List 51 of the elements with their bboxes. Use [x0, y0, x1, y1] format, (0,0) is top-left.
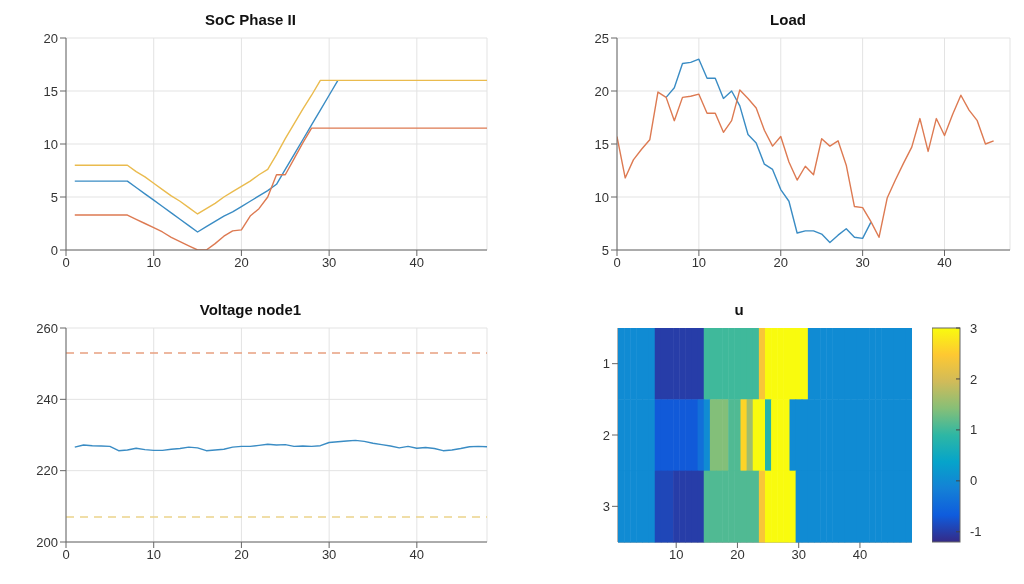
color-bar-label: 1	[970, 422, 978, 438]
x-tick-label: 0	[62, 547, 70, 563]
chart-title: SoC Phase II	[204, 10, 297, 30]
y-tick-label: 3	[602, 498, 610, 514]
y-tick-label: 240	[36, 391, 58, 407]
x-tick-label: 10	[668, 547, 684, 563]
y-tick-label: 200	[36, 534, 58, 550]
chart-title: Load	[769, 10, 807, 30]
x-tick-label: 10	[146, 255, 161, 271]
y-tick-label: 260	[36, 320, 58, 336]
color-bar-label: 3	[970, 320, 978, 336]
color-bar-label: 2	[970, 371, 978, 387]
x-tick-label: 40	[852, 547, 868, 563]
x-tick-label: 10	[691, 255, 707, 271]
y-tick-label: 0	[50, 242, 58, 258]
x-tick-label: 40	[937, 255, 952, 271]
line-series	[665, 58, 872, 244]
y-tick-label: 220	[36, 463, 58, 479]
chart-title: u	[733, 300, 745, 320]
x-tick-label: 20	[234, 255, 249, 271]
x-tick-label: 30	[321, 547, 337, 563]
y-tick-label: 15	[594, 136, 609, 152]
x-tick-label: 30	[791, 547, 806, 563]
chart-title: Voltage node1	[198, 300, 303, 320]
x-tick-label: 0	[62, 255, 70, 271]
x-tick-label: 40	[409, 547, 425, 563]
x-tick-label: 20	[773, 255, 788, 271]
x-tick-label: 0	[613, 255, 621, 271]
y-tick-label: 10	[594, 189, 609, 205]
line-series	[74, 79, 339, 233]
color-bar-label: -1	[970, 524, 982, 540]
y-tick-label: 15	[43, 83, 58, 99]
y-tick-label: 5	[50, 189, 58, 205]
y-tick-label: 2	[602, 427, 610, 443]
x-tick-label: 20	[730, 547, 745, 563]
line-series	[74, 79, 487, 215]
y-tick-label: 5	[601, 242, 609, 258]
y-tick-label: 10	[43, 136, 58, 152]
x-tick-label: 20	[234, 547, 249, 563]
line-series	[617, 89, 995, 238]
x-tick-label: 30	[321, 255, 337, 271]
x-tick-label: 30	[855, 255, 870, 271]
y-tick-label: 20	[594, 83, 609, 99]
line-series	[74, 127, 487, 250]
y-tick-label: 20	[43, 30, 58, 46]
line-series	[74, 439, 487, 452]
x-tick-label: 10	[146, 547, 161, 563]
y-tick-label: 25	[594, 30, 609, 46]
y-tick-label: 1	[602, 356, 610, 372]
color-bar-label: 0	[970, 473, 978, 489]
x-tick-label: 40	[409, 255, 425, 271]
